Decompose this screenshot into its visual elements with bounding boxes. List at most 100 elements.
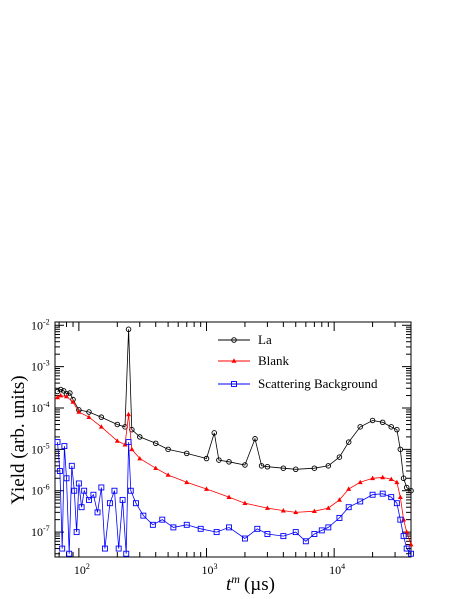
data-point-la <box>400 475 407 482</box>
data-point-la <box>325 463 332 469</box>
y-tick-label-exp: -3 <box>43 359 50 368</box>
y-tick-label-exp: -6 <box>43 483 50 492</box>
data-point-blank <box>408 541 414 547</box>
data-point-scattering-background <box>119 496 126 503</box>
x-axis-title: tm (µs) <box>226 572 275 595</box>
data-point-la <box>336 454 343 460</box>
y-tick-label-base: 10 <box>31 318 43 332</box>
data-point-la <box>397 446 404 453</box>
data-point-la <box>280 465 287 471</box>
data-point-la <box>258 463 265 469</box>
data-point-la <box>114 421 121 428</box>
data-point-la <box>183 450 190 457</box>
data-point-blank <box>242 500 248 505</box>
y-axis-title: Yield (arb. units) <box>8 375 29 504</box>
data-point-scattering-background <box>111 487 118 494</box>
x-axis-title-sup: m <box>231 572 240 586</box>
data-point-blank <box>325 505 331 510</box>
x-tick-label-exp: 4 <box>341 562 345 571</box>
data-point-scattering-background <box>388 494 395 501</box>
data-point-blank <box>70 399 76 404</box>
data-point-scattering-background <box>408 550 414 557</box>
data-point-scattering-background <box>403 545 410 552</box>
data-point-scattering-background <box>280 533 287 540</box>
data-point-la <box>86 409 92 415</box>
data-point-scattering-background <box>159 516 166 523</box>
data-point-la <box>216 457 222 463</box>
x-axis-title-base: t <box>226 574 232 595</box>
data-point-blank <box>137 455 143 461</box>
data-point-scattering-background <box>254 525 261 532</box>
data-point-la <box>388 424 394 430</box>
data-point-scattering-background <box>78 504 85 511</box>
data-point-blank <box>336 497 342 502</box>
data-point-blank <box>58 392 64 398</box>
data-point-scattering-background <box>81 487 88 494</box>
data-point-blank <box>64 393 70 399</box>
data-point-scattering-background <box>311 531 318 537</box>
data-point-la <box>292 466 299 473</box>
y-tick-label: 10-7 <box>31 524 50 539</box>
y-tick-label-base: 10 <box>31 525 43 539</box>
data-point-blank <box>98 424 104 429</box>
legend-marker-la <box>231 337 237 343</box>
data-point-la <box>226 459 232 465</box>
data-point-la <box>357 424 363 430</box>
data-point-scattering-background <box>61 443 68 450</box>
data-point-scattering-background <box>170 524 177 531</box>
plot-frame <box>54 321 412 558</box>
data-point-la <box>242 462 248 468</box>
data-point-la <box>345 439 352 445</box>
data-point-la <box>369 417 376 424</box>
y-tick-label: 10-2 <box>31 317 50 332</box>
data-point-blank <box>280 508 286 513</box>
y-tick-label-base: 10 <box>31 442 43 456</box>
data-point-scattering-background <box>73 529 80 536</box>
data-point-blank <box>401 517 407 522</box>
data-point-scattering-background <box>68 462 75 469</box>
x-axis-title-unit: (µs) <box>244 574 275 595</box>
x-tick-label-base: 10 <box>329 563 341 577</box>
data-point-scattering-background <box>213 529 220 536</box>
data-point-la <box>137 434 143 440</box>
data-point-blank <box>76 409 82 414</box>
legend-marker-scattering-background <box>231 381 237 387</box>
data-point-scattering-background <box>140 512 147 519</box>
data-point-scattering-background <box>325 524 332 531</box>
data-point-la <box>98 414 105 420</box>
legend-entry-blank: Blank <box>218 353 290 368</box>
data-point-blank <box>404 529 410 534</box>
data-point-scattering-background <box>123 550 130 557</box>
data-point-blank <box>394 479 400 485</box>
legend-label-la: La <box>258 332 272 347</box>
legend-entry-la: La <box>218 332 272 347</box>
data-point-la <box>60 388 67 394</box>
y-tick-label-base: 10 <box>31 360 43 374</box>
data-point-la <box>264 463 271 470</box>
data-point-la <box>165 446 171 453</box>
data-point-scattering-background <box>54 439 61 446</box>
data-point-blank <box>184 479 190 485</box>
y-tick-label-exp: -4 <box>43 400 50 409</box>
data-point-blank <box>388 476 394 482</box>
y-tick-label: 10-3 <box>31 359 50 374</box>
data-point-la <box>67 390 73 396</box>
data-point-scattering-background <box>264 531 271 537</box>
data-point-scattering-background <box>379 490 386 497</box>
data-point-scattering-background <box>241 535 248 542</box>
data-point-blank <box>114 438 120 443</box>
data-point-scattering-background <box>56 468 63 474</box>
data-point-scattering-background <box>357 498 364 505</box>
data-point-scattering-background <box>369 491 376 498</box>
y-tick-label-exp: -5 <box>43 441 50 450</box>
y-tick-label: 10-6 <box>31 483 50 498</box>
x-tick-label-exp: 2 <box>86 562 90 571</box>
data-point-blank <box>226 494 232 499</box>
series-line-la <box>57 329 412 492</box>
data-point-scattering-background <box>75 480 82 487</box>
data-point-la <box>203 455 210 462</box>
data-point-scattering-background <box>127 487 134 494</box>
data-point-la <box>211 430 218 436</box>
